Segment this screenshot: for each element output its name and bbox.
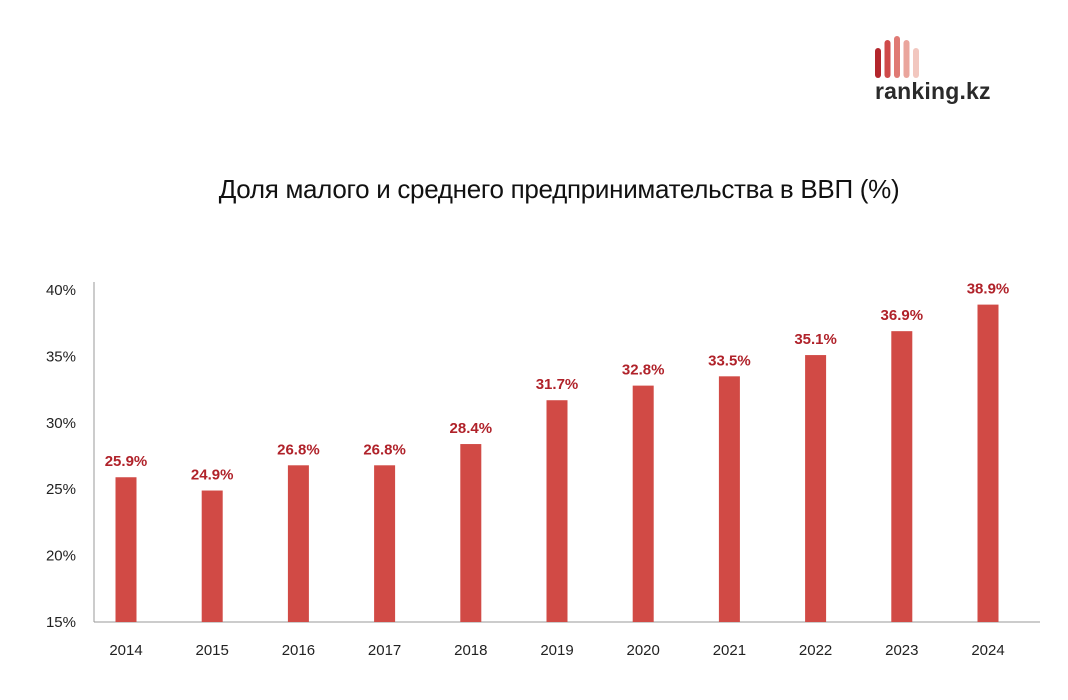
y-tick-label: 25% xyxy=(46,481,76,498)
data-label: 31.7% xyxy=(536,376,579,393)
brand-logo: ranking.kz xyxy=(872,30,1022,110)
data-label: 26.8% xyxy=(363,441,406,458)
logo-bar xyxy=(884,40,891,78)
y-tick-label: 20% xyxy=(46,548,76,565)
chart-title: Доля малого и среднего предпринимательст… xyxy=(218,174,900,204)
bar xyxy=(546,400,568,622)
y-tick-label: 40% xyxy=(46,282,76,299)
logo-bar xyxy=(903,40,910,78)
data-label: 33.5% xyxy=(708,352,751,369)
bar xyxy=(977,304,999,622)
bar xyxy=(287,465,309,622)
data-label: 35.1% xyxy=(794,331,837,348)
x-tick-label: 2020 xyxy=(627,642,660,659)
y-tick-label: 30% xyxy=(46,415,76,432)
bar xyxy=(201,490,223,622)
brand-name: ranking.kz xyxy=(875,78,991,104)
x-tick-label: 2017 xyxy=(368,642,401,659)
bar xyxy=(374,465,396,622)
x-tick-label: 2022 xyxy=(799,642,832,659)
y-tick-label: 35% xyxy=(46,348,76,365)
logo-bar xyxy=(894,36,900,78)
x-tick-label: 2014 xyxy=(109,642,142,659)
logo-bar xyxy=(913,48,919,78)
x-tick-label: 2019 xyxy=(540,642,573,659)
x-tick-label: 2021 xyxy=(713,642,746,659)
y-tick-label: 15% xyxy=(46,614,76,631)
logo-bar xyxy=(875,48,881,78)
x-tick-label: 2023 xyxy=(885,642,918,659)
x-tick-label: 2016 xyxy=(282,642,315,659)
bar xyxy=(891,331,913,622)
x-tick-label: 2024 xyxy=(971,642,1004,659)
data-label: 28.4% xyxy=(450,420,493,437)
bar-logo-icon xyxy=(875,36,919,78)
x-tick-label: 2015 xyxy=(196,642,229,659)
data-label: 26.8% xyxy=(277,441,320,458)
data-label: 25.9% xyxy=(105,453,148,470)
data-label: 36.9% xyxy=(881,307,924,324)
data-label: 32.8% xyxy=(622,362,665,379)
bar xyxy=(460,444,482,622)
bar xyxy=(718,376,740,622)
bar xyxy=(805,355,827,622)
bar xyxy=(632,385,654,622)
data-label: 24.9% xyxy=(191,467,234,484)
bar xyxy=(115,477,137,622)
x-tick-label: 2018 xyxy=(454,642,487,659)
data-label: 38.9% xyxy=(967,281,1010,298)
